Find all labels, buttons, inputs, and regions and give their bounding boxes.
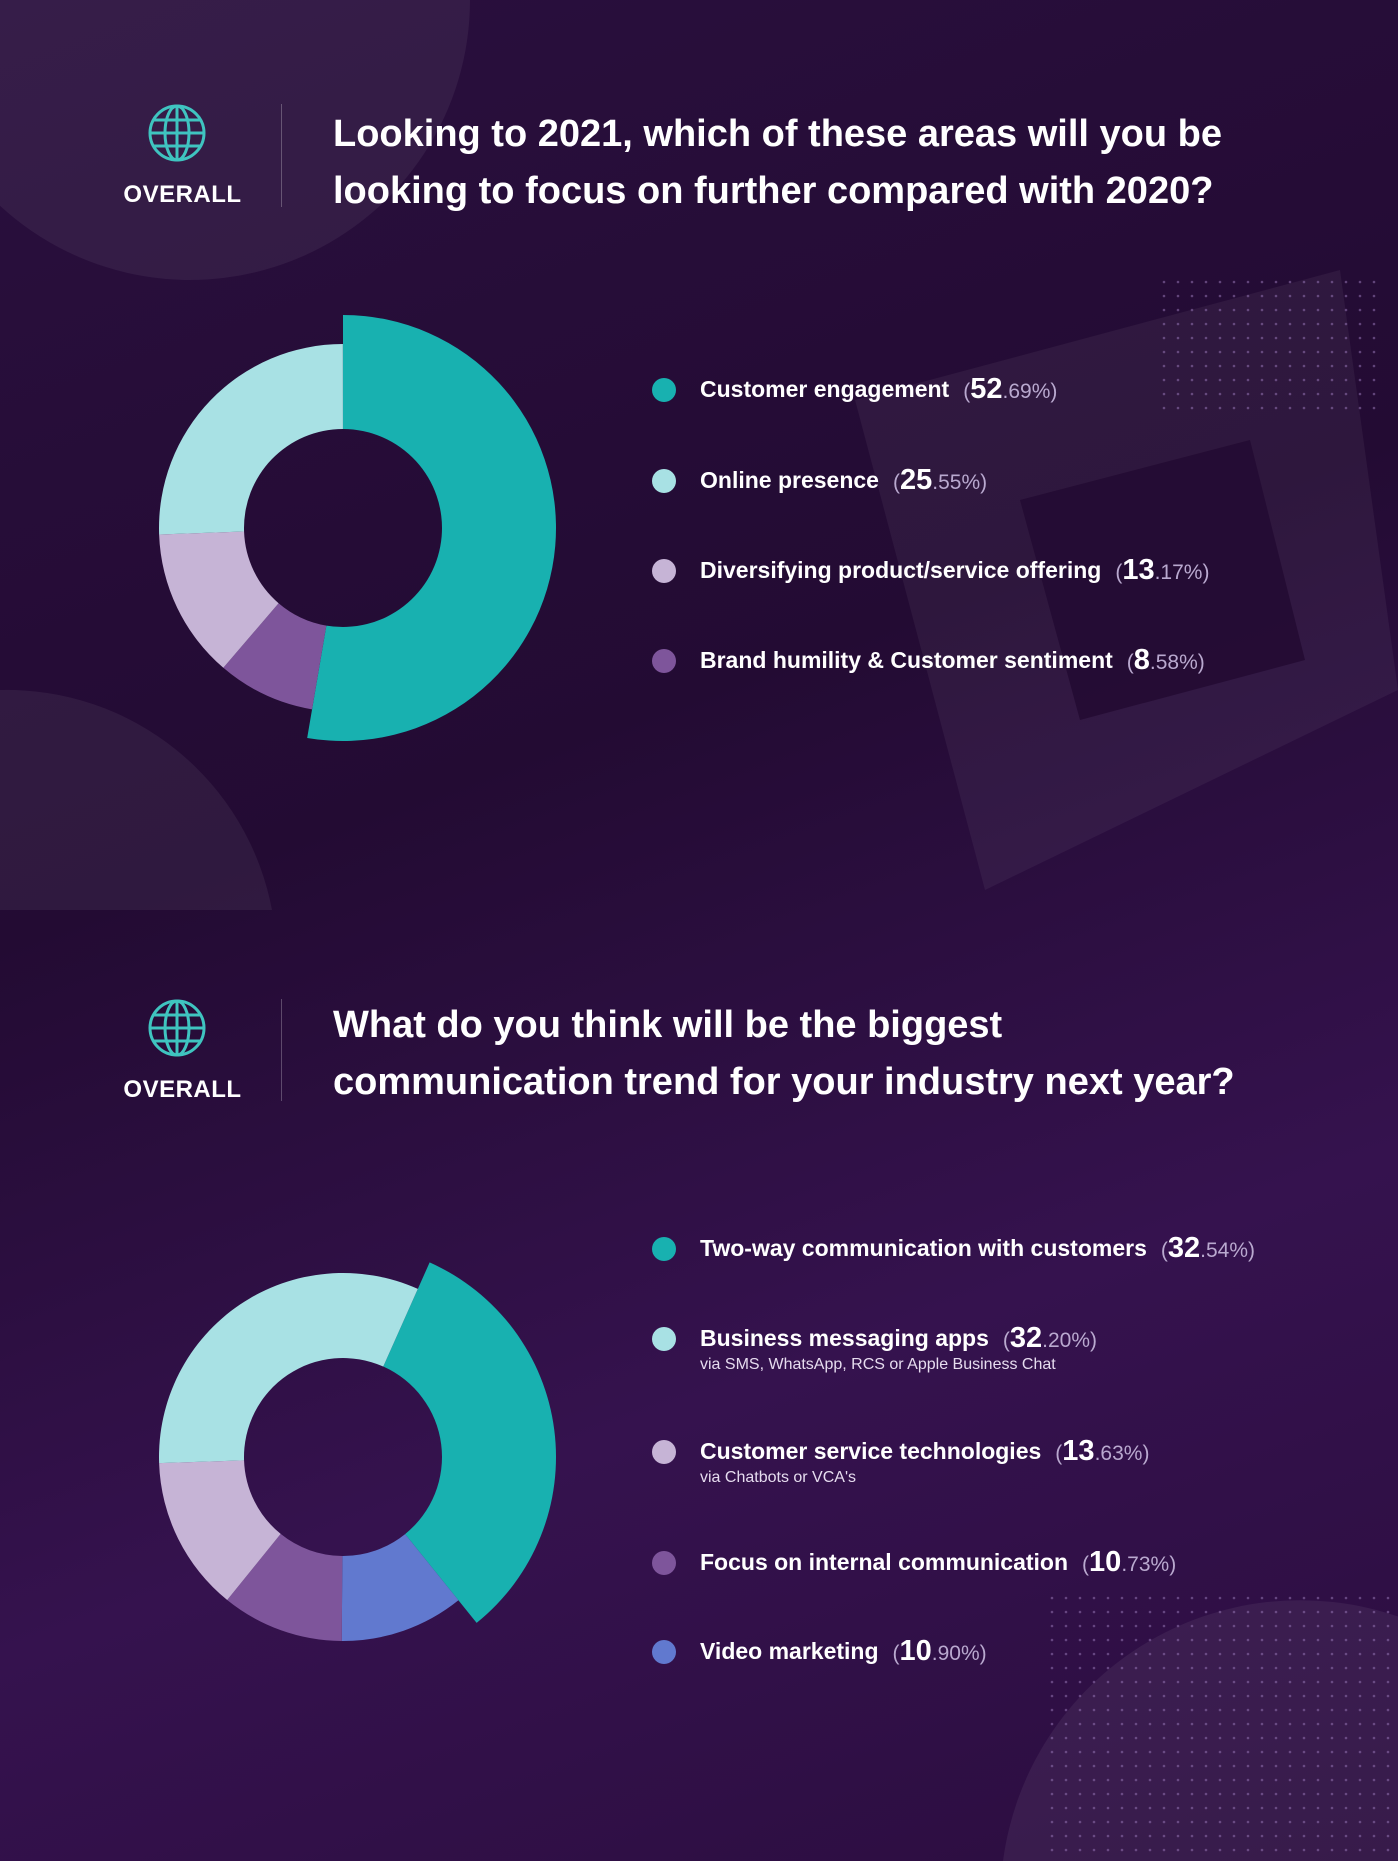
legend-dot — [652, 1236, 676, 1261]
legend-value: (52.69%) — [963, 373, 1058, 405]
donut-slice-customer-service-technologies — [159, 1460, 281, 1600]
value-decimal: .20 — [1042, 1329, 1072, 1352]
legend-value: (32.54%) — [1160, 1232, 1256, 1264]
value-decimal: .73 — [1121, 1553, 1151, 1576]
legend-value: (13.63%) — [1055, 1435, 1150, 1467]
donut-slice-online-presence — [159, 344, 343, 535]
donut-slice-brand-humility-customer-sentiment — [223, 603, 327, 710]
donut-slice-business-messaging-apps — [159, 1273, 418, 1464]
title-line: What do you think will be the biggest — [333, 1004, 1003, 1046]
value-decimal: .17 — [1154, 561, 1184, 584]
globe-icon — [148, 999, 206, 1057]
title-line: communication trend for your industry ne… — [333, 1061, 1235, 1103]
value-integer: 13 — [1062, 1435, 1095, 1467]
legend-label: Online presence — [700, 467, 879, 493]
question-title: What do you think will be the biggest co… — [333, 997, 1333, 1111]
header-divider — [281, 104, 282, 207]
title-line: looking to focus on further compared wit… — [333, 170, 1214, 212]
legend-value: (25.55%) — [892, 464, 988, 496]
value-integer: 10 — [899, 1635, 932, 1667]
legend-item: Customer service technologies (13.63%) — [652, 1435, 1149, 1468]
value-decimal: .63 — [1094, 1442, 1124, 1465]
legend-dot — [652, 1639, 676, 1664]
donut-slice-video-marketing — [341, 1534, 459, 1641]
legend-subtext: via Chatbots or VCA's — [700, 1469, 857, 1486]
header-divider — [281, 999, 282, 1101]
value-decimal: .90 — [931, 1642, 961, 1665]
legend-subtext: via SMS, WhatsApp, RCS or Apple Business… — [700, 1356, 1056, 1373]
overall-badge: OVERALL — [123, 1076, 242, 1103]
legend-label: Focus on internal communication — [700, 1549, 1069, 1575]
legend-dot — [652, 558, 676, 583]
legend-item: Diversifying product/service offering (13… — [652, 554, 1209, 587]
value-integer: 8 — [1133, 644, 1150, 676]
donut-slice-customer-engagement — [307, 315, 556, 741]
legend-item: Brand humility & Customer sentiment (8.58… — [652, 644, 1205, 677]
legend-value: (32.20%) — [1002, 1322, 1098, 1354]
legend-dot — [652, 468, 676, 493]
donut-slice-focus-on-internal-communication — [227, 1533, 343, 1641]
legend-label: Business messaging apps — [700, 1325, 989, 1351]
legend-label: Brand humility & Customer sentiment — [700, 647, 1113, 673]
donut-slice-two-way-communication-with-customers — [383, 1262, 556, 1623]
value-integer: 13 — [1122, 554, 1155, 586]
legend-label: Two-way communication with customers — [700, 1235, 1147, 1261]
legend-item: Customer engagement (52.69%) — [652, 373, 1057, 406]
legend-item: Video marketing (10.90%) — [652, 1635, 987, 1668]
value-integer: 10 — [1089, 1546, 1122, 1578]
legend-item: Two-way communication with customers (32.… — [652, 1232, 1255, 1265]
value-integer: 52 — [970, 373, 1003, 405]
donut-chart-focus-areas — [159, 315, 556, 741]
legend-dot — [652, 1439, 676, 1464]
value-decimal: .58 — [1149, 651, 1180, 674]
legend-item: Online presence (25.55%) — [652, 464, 987, 497]
legend-label: Customer engagement — [700, 376, 950, 402]
legend-value: (10.90%) — [892, 1635, 987, 1667]
donut-chart-communication-trends — [159, 1262, 556, 1641]
legend-dot — [652, 1550, 676, 1575]
value-decimal: .54 — [1200, 1239, 1230, 1262]
legend-value: (13.17%) — [1115, 554, 1210, 586]
title-line: Looking to 2021, which of these areas wi… — [333, 113, 1222, 155]
legend-label: Diversifying product/service offering — [700, 557, 1102, 583]
legend-label: Customer service technologies — [700, 1438, 1042, 1464]
value-integer: 32 — [1009, 1322, 1043, 1354]
question-title: Looking to 2021, which of these areas wi… — [333, 106, 1333, 220]
legend-dot — [652, 377, 676, 402]
legend-item: Focus on internal communication (10.73%) — [652, 1546, 1176, 1579]
globe-icon — [148, 104, 206, 162]
legend-label: Video marketing — [700, 1638, 879, 1664]
value-decimal: .69 — [1002, 380, 1032, 403]
value-integer: 25 — [899, 464, 933, 496]
legend-value: (8.58%) — [1126, 644, 1205, 676]
legend-value: (10.73%) — [1082, 1546, 1177, 1578]
donut-slice-diversifying-product-service-offering — [159, 531, 279, 668]
legend-dot — [652, 648, 676, 673]
value-integer: 32 — [1167, 1232, 1201, 1264]
legend-dot — [652, 1326, 676, 1351]
legend-item: Business messaging apps (32.20%) — [652, 1322, 1097, 1355]
overall-badge: OVERALL — [123, 181, 242, 208]
value-decimal: .55 — [932, 471, 962, 494]
